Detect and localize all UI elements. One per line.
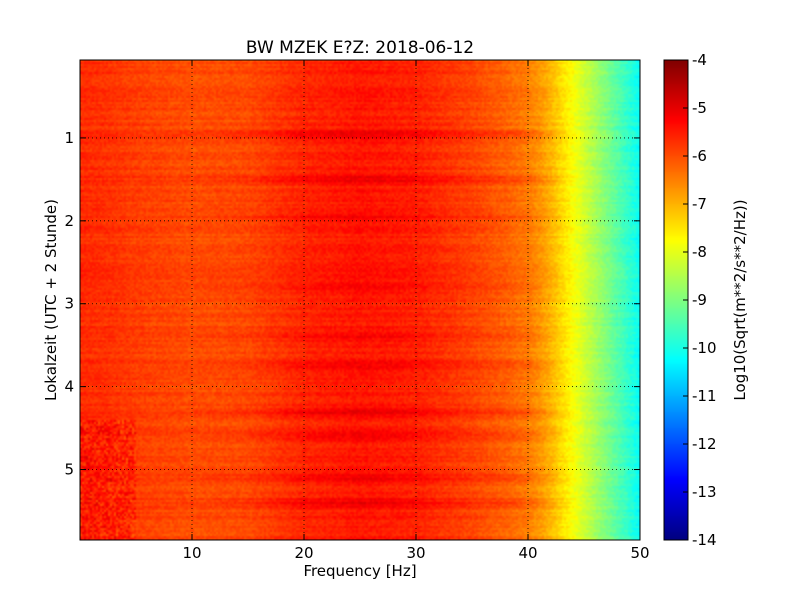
colorbar-tick-label: -4	[692, 51, 707, 69]
colorbar-ticks: -4 -5 -6 -7 -8 -9 -10 -11 -12 -13 -14	[683, 51, 717, 549]
x-tick-label: 10	[182, 544, 201, 562]
x-tick-label: 20	[294, 544, 313, 562]
y-tick-label: 4	[64, 378, 74, 396]
colorbar-tick-label: -11	[692, 387, 717, 405]
colorbar-tick-label: -8	[692, 243, 707, 261]
x-axis-ticks: 10 20 30 40 50	[182, 60, 650, 562]
colorbar-tick-label: -7	[692, 195, 707, 213]
y-tick-label: 1	[64, 129, 74, 147]
plot-area: 10 20 30 40 50 1 2 3 4 5	[64, 59, 650, 562]
colorbar-tick-label: -13	[692, 483, 717, 501]
x-tick-label: 30	[406, 544, 425, 562]
colorbar: -4 -5 -6 -7 -8 -9 -10 -11 -12 -13 -14 Log10(Sqrt(m…	[663, 51, 749, 549]
y-tick-label: 2	[64, 212, 74, 230]
colorbar-tick-label: -14	[692, 531, 717, 549]
spectrogram-heatmap	[80, 60, 640, 540]
grid-lines	[80, 60, 640, 540]
x-tick-label: 40	[518, 544, 537, 562]
colorbar-tick-label: -9	[692, 291, 707, 309]
plot-frame	[79, 59, 641, 541]
colorbar-tick-label: -10	[692, 339, 717, 357]
colorbar-label: Log10(Sqrt(m**2/s**2/Hz))	[731, 199, 749, 400]
x-axis-label: Frequency [Hz]	[303, 562, 416, 580]
colorbar-tick-label: -6	[692, 147, 707, 165]
y-tick-label: 5	[64, 461, 74, 479]
colorbar-tick-label: -5	[692, 99, 707, 117]
colorbar-tick-label: -12	[692, 435, 717, 453]
x-tick-label: 50	[630, 544, 649, 562]
y-axis-label: Lokalzeit (UTC + 2 Stunde)	[42, 199, 60, 401]
chart-title: BW MZEK E?Z: 2018-06-12	[246, 38, 474, 58]
y-axis-ticks: 1 2 3 4 5	[64, 129, 640, 479]
y-tick-label: 3	[64, 295, 74, 313]
